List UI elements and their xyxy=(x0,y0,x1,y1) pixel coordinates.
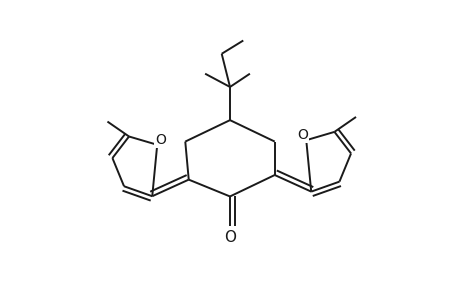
Text: O: O xyxy=(224,230,235,245)
Text: O: O xyxy=(297,128,308,142)
Text: O: O xyxy=(155,133,166,147)
